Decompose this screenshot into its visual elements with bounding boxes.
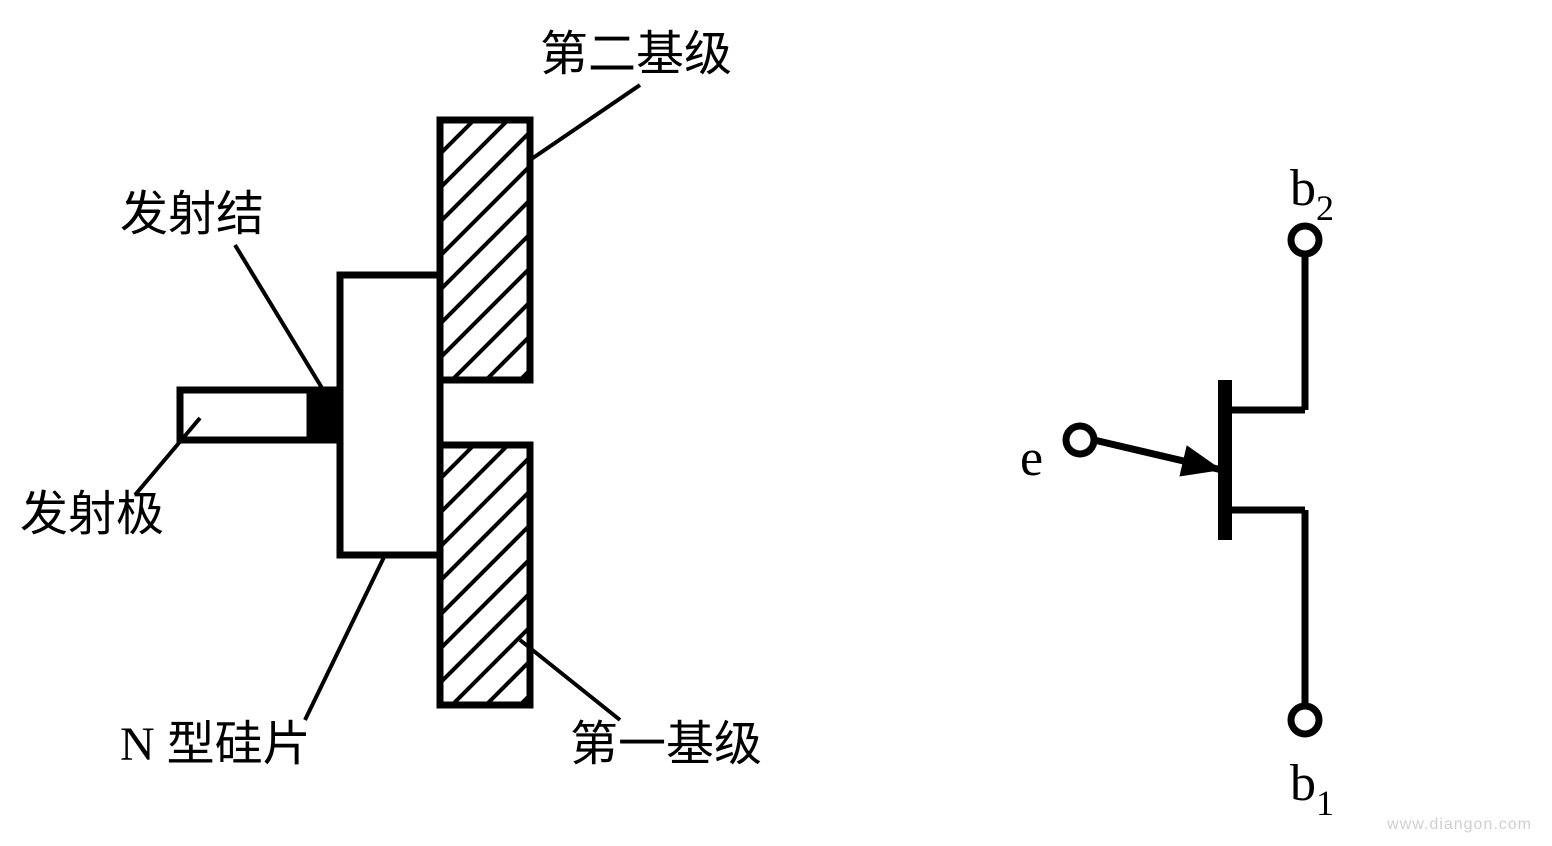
label-n_silicon: N 型硅片 bbox=[120, 718, 311, 771]
label-emitter_junc: 发射结 bbox=[120, 188, 264, 241]
label-sym_b2: b2 bbox=[1290, 160, 1334, 228]
leader-n_silicon bbox=[305, 555, 385, 720]
label-second_base: 第二基级 bbox=[540, 28, 732, 81]
leader-emitter_pole bbox=[135, 418, 200, 495]
terminal-b2 bbox=[1291, 226, 1319, 254]
watermark-text: www.diangon.com bbox=[1387, 816, 1532, 834]
leader-second_base bbox=[530, 85, 640, 160]
leader-first_base bbox=[520, 640, 620, 720]
label-first_base: 第一基级 bbox=[570, 718, 762, 771]
label-sym_b1: b1 bbox=[1290, 755, 1334, 823]
label-emitter_pole: 发射极 bbox=[20, 488, 164, 541]
label-sym_e: e bbox=[1020, 430, 1043, 487]
terminal-e bbox=[1066, 426, 1094, 454]
terminal-b1 bbox=[1291, 706, 1319, 734]
leader-emitter_junc bbox=[235, 245, 322, 388]
